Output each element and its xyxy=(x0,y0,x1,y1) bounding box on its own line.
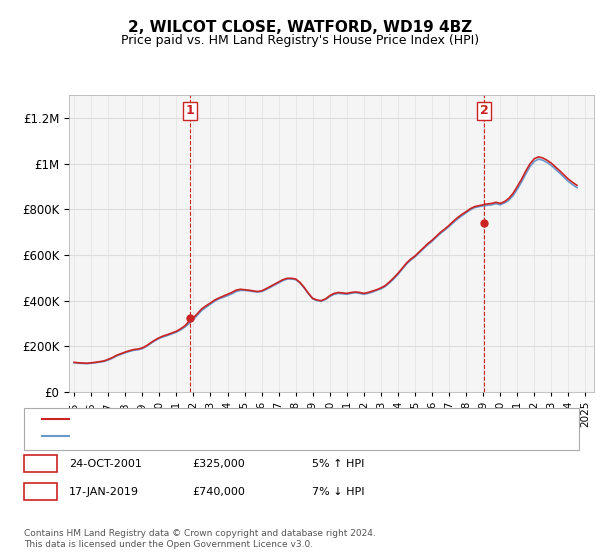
Text: 1: 1 xyxy=(36,457,44,470)
Text: HPI: Average price, detached house, Watford: HPI: Average price, detached house, Watf… xyxy=(75,431,309,441)
Text: 2, WILCOT CLOSE, WATFORD, WD19 4BZ: 2, WILCOT CLOSE, WATFORD, WD19 4BZ xyxy=(128,20,472,35)
Text: 24-OCT-2001: 24-OCT-2001 xyxy=(69,459,142,469)
Text: 5% ↑ HPI: 5% ↑ HPI xyxy=(312,459,364,469)
Text: 2, WILCOT CLOSE, WATFORD, WD19 4BZ (detached house): 2, WILCOT CLOSE, WATFORD, WD19 4BZ (deta… xyxy=(75,414,382,424)
Text: 2: 2 xyxy=(479,104,488,117)
Text: £740,000: £740,000 xyxy=(192,487,245,497)
Text: 1: 1 xyxy=(186,104,194,117)
Text: Price paid vs. HM Land Registry's House Price Index (HPI): Price paid vs. HM Land Registry's House … xyxy=(121,34,479,46)
Text: Contains HM Land Registry data © Crown copyright and database right 2024.
This d: Contains HM Land Registry data © Crown c… xyxy=(24,529,376,549)
Text: £325,000: £325,000 xyxy=(192,459,245,469)
Text: 2: 2 xyxy=(36,485,44,498)
Text: 7% ↓ HPI: 7% ↓ HPI xyxy=(312,487,365,497)
Text: 17-JAN-2019: 17-JAN-2019 xyxy=(69,487,139,497)
